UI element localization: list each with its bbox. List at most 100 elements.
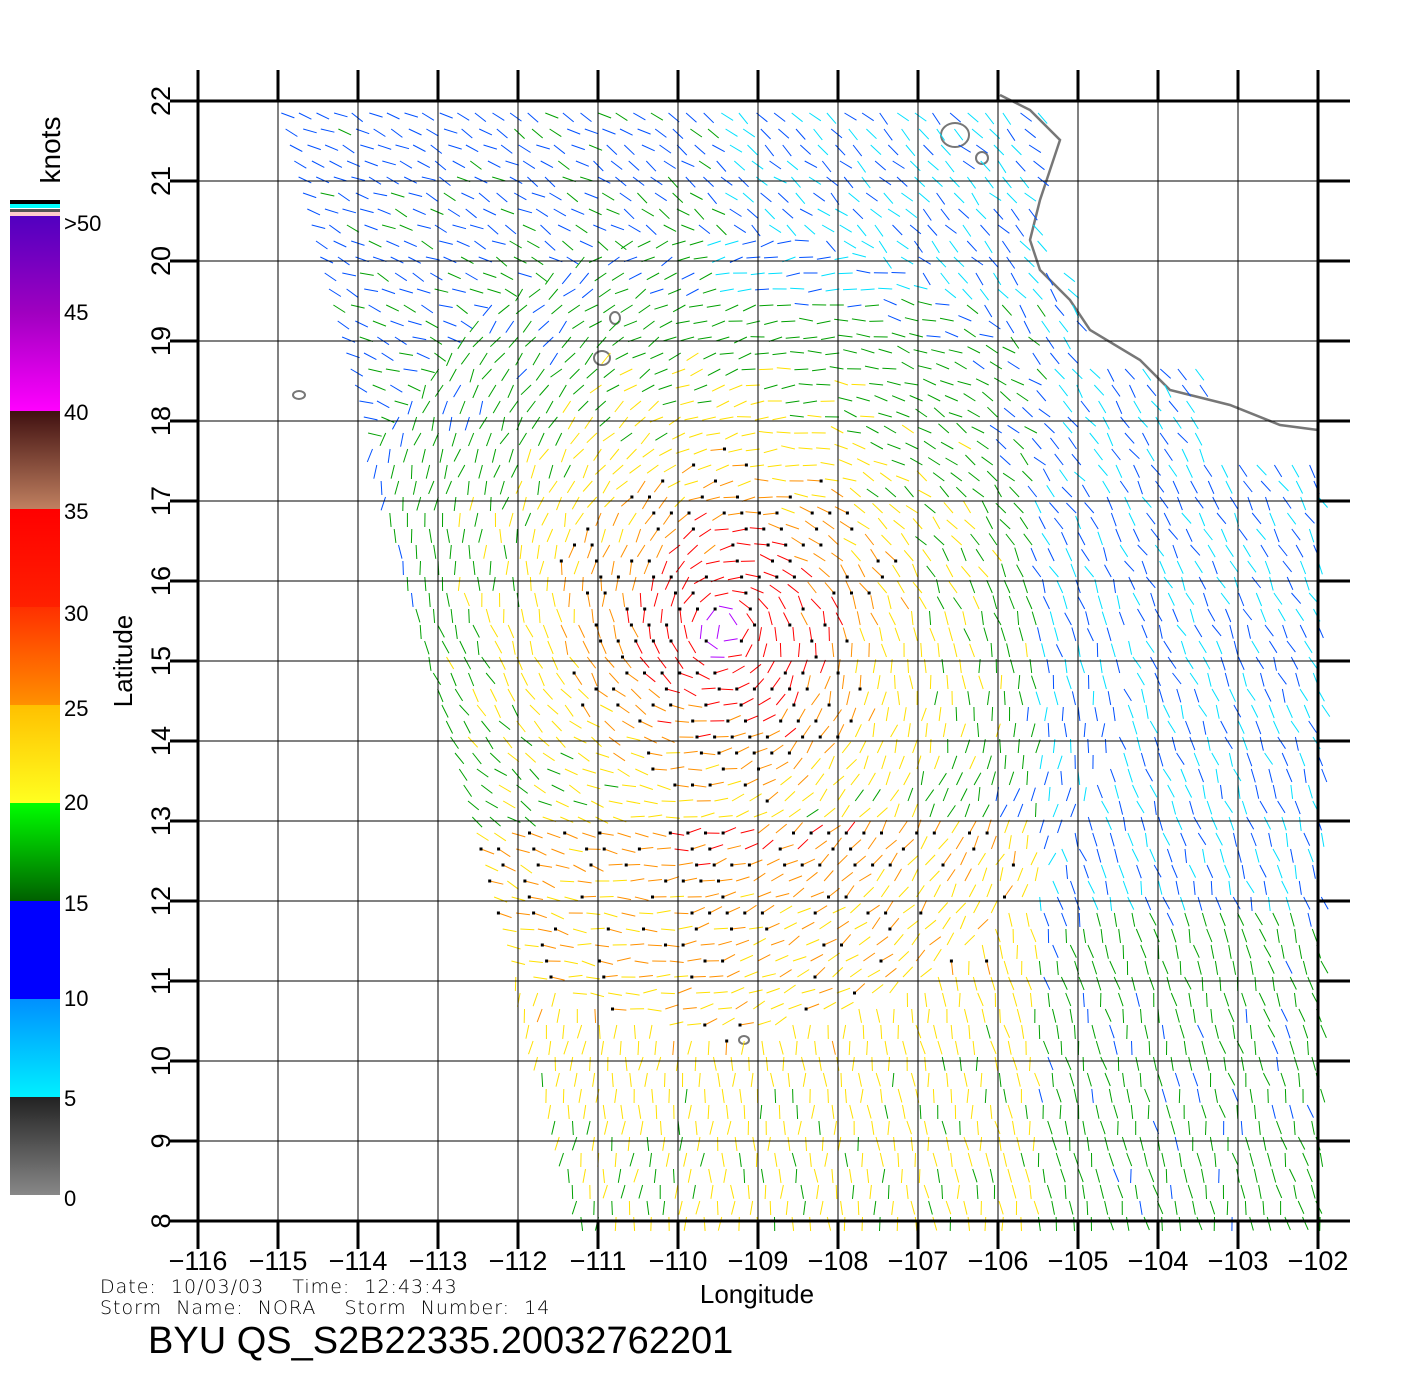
rain-flag	[744, 591, 748, 595]
wind-vector	[949, 240, 959, 253]
wind-vector	[932, 1088, 935, 1104]
wind-vector	[1116, 595, 1121, 610]
wind-vector	[1268, 640, 1278, 654]
wind-vector	[754, 478, 769, 482]
wind-vector	[879, 1216, 881, 1232]
wind-vector	[1003, 1152, 1008, 1167]
wind-vector	[780, 775, 792, 786]
wind-vector	[544, 240, 556, 251]
wind-vector	[457, 464, 466, 478]
wind-vector	[725, 368, 739, 376]
wind-vector	[978, 675, 984, 690]
wind-vector	[923, 1184, 930, 1199]
wind-vector	[1140, 944, 1147, 959]
wind-vector	[647, 1008, 662, 1012]
wind-vector	[399, 288, 414, 294]
wind-vector	[1285, 1024, 1291, 1039]
wind-vector	[733, 160, 746, 171]
wind-vector	[1030, 547, 1037, 562]
wind-vector	[780, 844, 794, 850]
wind-vector	[1166, 848, 1173, 863]
wind-vector	[767, 730, 781, 738]
wind-vector	[341, 336, 356, 343]
wind-vector	[510, 464, 519, 478]
wind-vector	[772, 352, 787, 356]
wind-vector	[837, 1136, 842, 1151]
rain-flag	[765, 735, 769, 739]
wind-vector	[866, 128, 877, 140]
wind-vector	[778, 596, 786, 610]
wind-vector	[927, 224, 938, 236]
wind-vector	[825, 288, 840, 292]
rain-flag	[880, 575, 884, 579]
wind-vector	[879, 1152, 884, 1167]
wind-vector	[885, 707, 890, 722]
wind-vector	[898, 755, 905, 770]
wind-vector	[786, 224, 797, 237]
wind-vector	[1188, 1056, 1193, 1071]
wind-vector	[1137, 544, 1148, 556]
wind-vector	[861, 176, 871, 189]
wind-vector	[1159, 432, 1169, 445]
wind-vector	[801, 988, 816, 994]
wind-vector	[797, 708, 806, 722]
wind-vector	[732, 665, 745, 674]
rain-flag	[879, 959, 883, 963]
wind-vector	[649, 1152, 652, 1167]
wind-vector	[890, 724, 899, 738]
rain-flag	[788, 559, 792, 563]
wind-vector	[721, 112, 734, 121]
wind-vector	[935, 256, 947, 268]
wind-vector	[749, 663, 762, 674]
colorbar-label: >50	[64, 211, 101, 236]
wind-vector	[555, 736, 566, 748]
wind-vector	[662, 512, 672, 525]
colorbar-label: 15	[64, 891, 88, 916]
rain-flag	[606, 927, 610, 931]
rain-flag	[819, 543, 823, 547]
wind-vector	[1190, 544, 1201, 556]
wind-vector	[298, 176, 312, 184]
wind-vector	[1202, 784, 1206, 799]
wind-vector	[1012, 1056, 1018, 1071]
wind-vector	[843, 537, 857, 546]
wind-vector	[1172, 544, 1179, 559]
wind-vector	[540, 224, 552, 235]
wind-vector	[674, 656, 684, 669]
rain-flag	[652, 575, 656, 579]
wind-vector	[687, 958, 702, 962]
wind-vector	[476, 832, 489, 841]
wind-vector	[412, 336, 427, 341]
wind-vector	[975, 272, 984, 286]
wind-vector	[461, 128, 473, 139]
wind-vector	[820, 659, 826, 674]
wind-vector	[1255, 656, 1265, 670]
wind-vector	[545, 112, 559, 119]
island	[292, 390, 306, 400]
wind-vector	[1166, 912, 1174, 926]
wind-vector	[885, 551, 897, 562]
wind-vector	[1031, 437, 1042, 450]
wind-vector	[749, 732, 764, 738]
wind-vector	[564, 960, 579, 965]
wind-vector	[1065, 928, 1067, 944]
wind-vector	[614, 1152, 617, 1168]
wind-vector	[1048, 852, 1057, 866]
wind-vector	[443, 256, 457, 264]
rain-flag	[580, 895, 584, 899]
rain-flag	[866, 911, 870, 915]
wind-vector	[434, 352, 446, 362]
wind-vector	[579, 272, 590, 285]
wind-vector	[723, 702, 738, 706]
wind-vector	[891, 395, 906, 402]
wind-vector	[727, 715, 741, 722]
wind-vector	[589, 384, 602, 394]
wind-vector	[522, 224, 536, 232]
wind-vector	[498, 848, 511, 858]
wind-vector	[1137, 608, 1146, 622]
wind-vector	[1210, 1008, 1213, 1023]
x-tick-label: −110	[649, 1246, 708, 1276]
wind-vector	[1004, 885, 1013, 898]
wind-vector	[674, 496, 686, 508]
wind-vector	[1281, 752, 1289, 767]
